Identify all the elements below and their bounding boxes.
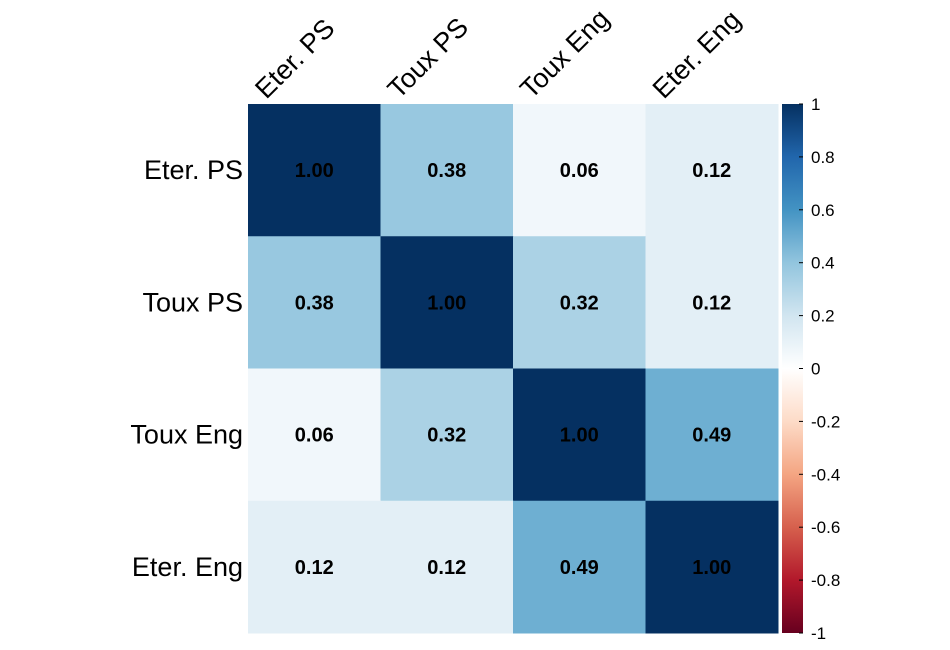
colorbar-tick-label: 0 xyxy=(811,360,820,379)
colorbar-tick-label: -0.4 xyxy=(811,465,840,484)
heatmap-cell xyxy=(513,500,646,634)
cell-value-label: 0.12 xyxy=(692,292,731,314)
colorbar-tick-label: 1 xyxy=(811,95,820,114)
colorbar-tick-label: 0.4 xyxy=(811,254,835,273)
colorbar-tick-label: -1 xyxy=(811,624,826,643)
row-label: Toux PS xyxy=(142,287,243,317)
row-label: Toux Eng xyxy=(130,420,243,450)
colorbar-tick-label: -0.6 xyxy=(811,518,840,537)
colorbar-tick-label: 0.8 xyxy=(811,148,835,167)
heatmap-cell xyxy=(645,500,779,634)
row-label: Eter. PS xyxy=(144,155,243,185)
colorbar-tick-label: 0.6 xyxy=(811,201,835,220)
cell-value-label: 0.32 xyxy=(427,425,466,447)
heatmap-cell xyxy=(380,236,514,369)
colorbar-gradient xyxy=(782,104,803,633)
heatmap-cell xyxy=(645,104,779,237)
colorbar-tick-label: -0.2 xyxy=(811,412,840,431)
cell-value-label: 1.00 xyxy=(560,425,599,447)
row-label: Eter. Eng xyxy=(132,552,243,582)
heatmap-cell xyxy=(248,236,381,369)
cell-value-label: 0.38 xyxy=(295,292,334,314)
heatmap-cell xyxy=(248,104,381,237)
heatmap-cell xyxy=(248,368,381,502)
colorbar-ticks: 1 0.8 0.6 0.4 0.2 0 -0.2 -0.4 -0.6 -0.8 -1 xyxy=(799,95,840,643)
cell-value-label: 0.12 xyxy=(692,160,731,182)
cell-value-label: 1.00 xyxy=(295,160,334,182)
column-label: Eter. Eng xyxy=(647,4,747,104)
cell-value-label: 0.06 xyxy=(560,160,599,182)
heatmap-cells xyxy=(248,104,779,634)
colorbar: 1 0.8 0.6 0.4 0.2 0 -0.2 -0.4 -0.6 -0.8 -1 xyxy=(782,95,840,643)
row-labels: Eter. PS Toux PS Toux Eng Eter. Eng xyxy=(130,155,243,582)
cell-value-label: 1.00 xyxy=(427,292,466,314)
cell-value-label: 0.49 xyxy=(560,557,599,579)
column-label: Eter. PS xyxy=(249,13,340,104)
heatmap-cell xyxy=(645,368,779,502)
heatmap-cell xyxy=(645,236,779,369)
heatmap-cell xyxy=(380,500,514,634)
cell-value-label: 0.06 xyxy=(295,425,334,447)
cell-value-label: 1.00 xyxy=(692,557,731,579)
cell-value-label: 0.32 xyxy=(560,292,599,314)
heatmap-cell xyxy=(248,500,381,634)
heatmap-cell xyxy=(380,368,514,502)
colorbar-tick-label: -0.8 xyxy=(811,571,840,590)
cell-value-label: 0.12 xyxy=(295,557,334,579)
cell-value-label: 0.49 xyxy=(692,425,731,447)
colorbar-tick-label: 0.2 xyxy=(811,307,835,326)
heatmap-cell xyxy=(513,104,646,237)
heatmap-cell xyxy=(513,368,646,502)
column-label: Toux PS xyxy=(382,12,474,104)
heatmap-cell xyxy=(513,236,646,369)
column-label: Toux Eng xyxy=(514,3,615,104)
column-labels: Eter. PS Toux PS Toux Eng Eter. Eng xyxy=(249,3,746,104)
cell-value-label: 0.12 xyxy=(427,557,466,579)
heatmap-cell-values: 1.00 0.38 0.06 0.12 0.38 1.00 0.32 0.12 0.06 0.32… xyxy=(295,160,731,579)
cell-value-label: 0.38 xyxy=(427,160,466,182)
heatmap-cell xyxy=(380,104,514,237)
